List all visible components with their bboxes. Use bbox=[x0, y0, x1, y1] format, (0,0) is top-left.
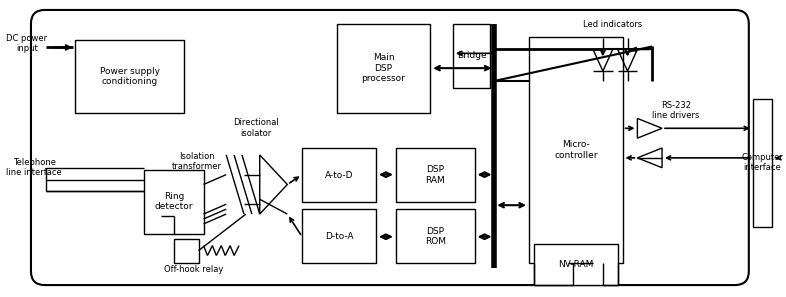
Text: Directional
isolator: Directional isolator bbox=[233, 119, 279, 138]
Text: NV-RAM: NV-RAM bbox=[558, 260, 593, 269]
Bar bbox=[529, 37, 623, 263]
Text: Led indicators: Led indicators bbox=[583, 20, 642, 29]
Bar bbox=[753, 99, 773, 227]
Text: D-to-A: D-to-A bbox=[325, 232, 354, 241]
Text: Off-hook relay: Off-hook relay bbox=[164, 265, 223, 274]
Text: Micro-
controller: Micro- controller bbox=[554, 140, 597, 160]
Bar bbox=[453, 24, 490, 88]
Bar bbox=[396, 148, 475, 202]
Text: Bridge: Bridge bbox=[457, 51, 487, 60]
Text: A-to-D: A-to-D bbox=[325, 170, 354, 180]
Text: Telephone
line interface: Telephone line interface bbox=[6, 158, 62, 177]
Bar bbox=[302, 209, 376, 263]
FancyBboxPatch shape bbox=[31, 10, 749, 285]
Text: Power supply
conditioning: Power supply conditioning bbox=[100, 67, 160, 86]
Text: DSP
RAM: DSP RAM bbox=[425, 165, 445, 185]
Text: Ring
detector: Ring detector bbox=[155, 192, 193, 211]
Text: DSP
ROM: DSP ROM bbox=[424, 227, 446, 246]
Text: RS-232
line drivers: RS-232 line drivers bbox=[652, 101, 700, 120]
Bar bbox=[145, 170, 204, 234]
Text: Computer
interface: Computer interface bbox=[742, 153, 784, 173]
Text: Main
DSP
processor: Main DSP processor bbox=[362, 53, 406, 83]
Bar bbox=[75, 40, 184, 113]
Text: Isolation
transformer: Isolation transformer bbox=[171, 152, 222, 171]
Text: DC power
input: DC power input bbox=[6, 34, 47, 53]
Bar bbox=[396, 209, 475, 263]
Bar bbox=[302, 148, 376, 202]
Bar bbox=[534, 244, 618, 285]
Bar bbox=[336, 24, 430, 113]
Bar bbox=[174, 239, 199, 263]
